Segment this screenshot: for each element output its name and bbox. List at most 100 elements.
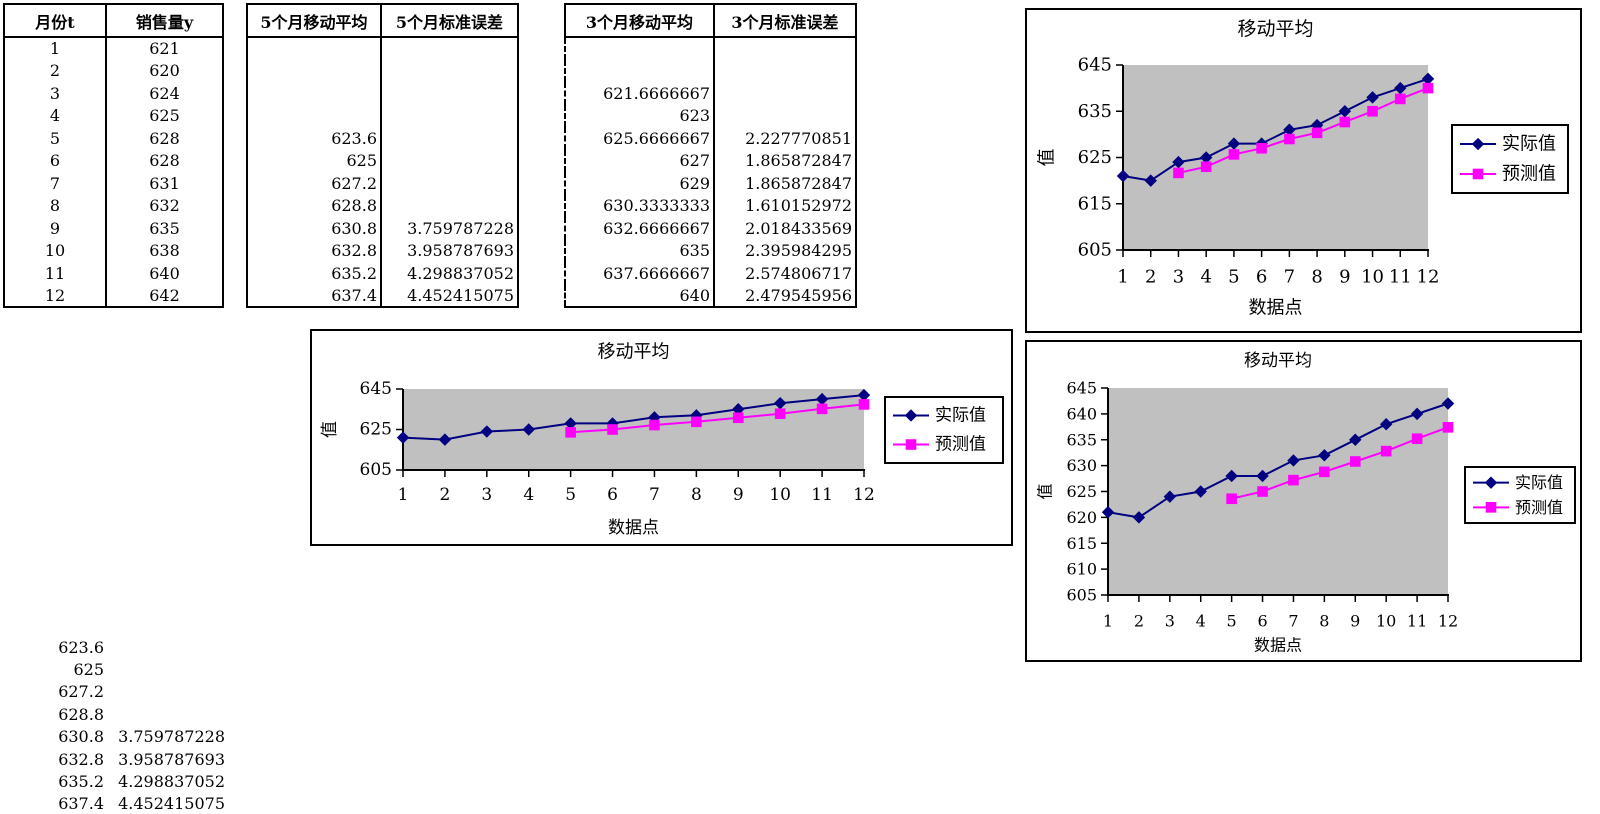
cell[interactable]: 629 [564,172,715,195]
cell[interactable]: 640 [564,284,715,307]
loose-value-cell[interactable]: 625 [73,660,104,680]
cell[interactable]: 621 [105,37,224,60]
cell[interactable]: 628 [105,149,224,172]
header-month[interactable]: 月份t [3,3,107,38]
cell[interactable]: 642 [105,284,224,307]
cell[interactable]: 6 [3,149,107,172]
cell[interactable]: 635 [105,217,224,240]
cell[interactable]: 3.958787693 [380,239,519,262]
cell[interactable] [713,82,857,105]
chart-moving-average-3month[interactable]: 605 615 625 635 645 1 2 3 4 5 6 7 8 9 10 11 12 移动平均 数据点值实际… [1025,8,1582,333]
cell[interactable]: 2.227770851 [713,127,857,150]
cell[interactable]: 1.865872847 [713,149,857,172]
header-ma3[interactable]: 3个月移动平均 [564,3,715,38]
cell[interactable] [713,37,857,60]
cell[interactable] [246,104,382,127]
cell[interactable]: 632 [105,194,224,217]
table-row: 1 621 [3,37,224,60]
loose-value-cell[interactable]: 3.759787228 [118,727,225,747]
cell[interactable]: 620 [105,59,224,82]
loose-value-cell[interactable]: 623.6 [58,637,104,657]
cell[interactable]: 9 [3,217,107,240]
cell[interactable]: 625.6666667 [564,127,715,150]
cell[interactable]: 623 [564,104,715,127]
loose-value-cell[interactable]: 632.8 [58,749,104,769]
loose-value-cell[interactable]: 635.2 [58,772,104,792]
cell[interactable]: 632.6666667 [564,217,715,240]
chart-moving-average-5month-wide[interactable]: 605 625 645 1 2 3 4 5 6 7 8 9 10 11 12 移动平均 数据点值实际值 预测值 [310,329,1013,546]
loose-value-cell[interactable]: 627.2 [58,682,104,702]
cell[interactable]: 1.610152972 [713,194,857,217]
cell[interactable] [380,37,519,60]
cell[interactable]: 625 [246,149,382,172]
cell[interactable] [380,149,519,172]
loose-value-cell[interactable]: 3.958787693 [118,749,225,769]
cell[interactable]: 11 [3,262,107,285]
loose-value-cell[interactable]: 637.4 [58,794,104,814]
cell[interactable]: 637.6666667 [564,262,715,285]
cell[interactable]: 12 [3,284,107,307]
data-point-marker [1288,474,1299,486]
cell[interactable]: 2.395984295 [713,239,857,262]
cell[interactable]: 621.6666667 [564,82,715,105]
cell[interactable]: 2 [3,59,107,82]
cell[interactable]: 3 [3,82,107,105]
cell[interactable]: 2.574806717 [713,262,857,285]
cell[interactable] [380,194,519,217]
cell[interactable]: 3.759787228 [380,217,519,240]
cell[interactable]: 623.6 [246,127,382,150]
cell[interactable] [564,59,715,82]
cell[interactable]: 631 [105,172,224,195]
loose-value-cell[interactable]: 4.298837052 [118,772,225,792]
cell[interactable]: 4 [3,104,107,127]
cell[interactable]: 624 [105,82,224,105]
cell[interactable]: 637.4 [246,284,382,307]
cell[interactable]: 1.865872847 [713,172,857,195]
cell[interactable]: 635.2 [246,262,382,285]
cell[interactable] [713,59,857,82]
cell[interactable] [246,59,382,82]
cell[interactable]: 625 [105,104,224,127]
cell[interactable]: 628 [105,127,224,150]
cell[interactable]: 638 [105,239,224,262]
cell[interactable]: 7 [3,172,107,195]
chart-moving-average-5month-tall[interactable]: 605 610 615 620 625 630 635 640 645 1 2 3 4 5 6 7 8 9 10 11… [1025,340,1582,662]
header-ma5[interactable]: 5个月移动平均 [246,3,382,38]
loose-value-cell[interactable]: 630.8 [58,727,104,747]
cell[interactable]: 1 [3,37,107,60]
cell[interactable] [380,59,519,82]
cell[interactable]: 628.8 [246,194,382,217]
cell[interactable]: 4.298837052 [380,262,519,285]
cell[interactable]: 632.8 [246,239,382,262]
cell[interactable] [564,37,715,60]
cell[interactable] [246,82,382,105]
cell[interactable]: 630.3333333 [564,194,715,217]
cell[interactable]: 8 [3,194,107,217]
cell[interactable] [246,37,382,60]
cell[interactable]: 640 [105,262,224,285]
cell[interactable]: 4.452415075 [380,284,519,307]
cell[interactable]: 627 [564,149,715,172]
x-tick-label: 6 [1256,267,1267,288]
loose-value-cell[interactable]: 4.452415075 [118,794,225,814]
cell[interactable]: 630.8 [246,217,382,240]
cell[interactable] [380,172,519,195]
cell[interactable]: 635 [564,239,715,262]
cell[interactable] [380,82,519,105]
table-row: 630.3333333 1.610152972 [564,194,857,217]
cell[interactable]: 2.479545956 [713,284,857,307]
cell[interactable]: 627.2 [246,172,382,195]
cell[interactable] [380,104,519,127]
cell[interactable]: 10 [3,239,107,262]
cell[interactable]: 2.018433569 [713,217,857,240]
cell[interactable] [713,104,857,127]
cell[interactable]: 5 [3,127,107,150]
header-stderr5[interactable]: 5个月标准误差 [380,3,519,38]
header-stderr3[interactable]: 3个月标准误差 [713,3,857,38]
loose-value-cell[interactable]: 628.8 [58,704,104,724]
header-sales[interactable]: 销售量y [105,3,224,38]
cell[interactable] [380,127,519,150]
